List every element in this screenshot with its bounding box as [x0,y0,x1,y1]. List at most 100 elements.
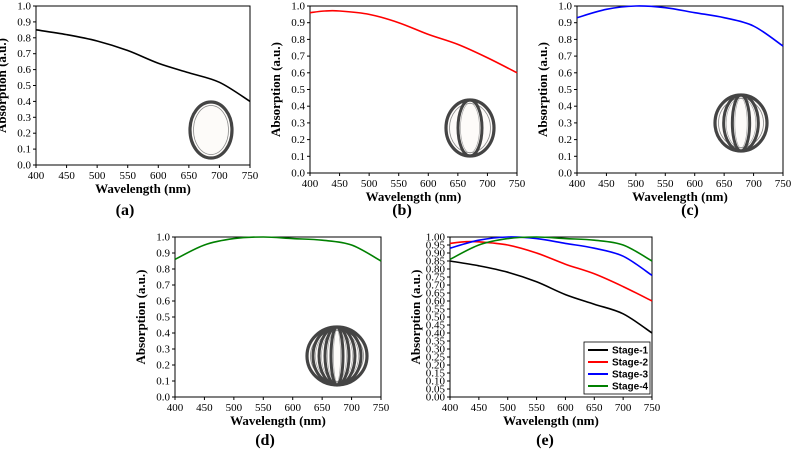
y-tick-label: 0.8 [291,34,305,46]
x-axis-label: Wavelength (nm) [503,413,599,428]
y-tick-label: 0.1 [291,151,305,163]
x-tick-label: 600 [557,402,574,414]
y-tick-label: 0.2 [17,128,31,140]
y-tick-label: 0.9 [156,248,170,260]
y-tick-label: 0.50 [426,312,446,324]
x-tick-label: 750 [373,402,390,414]
inset-ring-illustration [188,100,234,160]
y-tick-label: 1.00 [426,232,446,244]
y-axis-label: Absorption (a.u.) [535,42,550,137]
y-tick-label: 0.85 [426,256,446,268]
inner-ring [456,98,484,158]
y-tick-label: 0.9 [291,17,305,29]
y-tick-label: 0.70 [426,280,446,292]
x-tick-label: 450 [598,178,615,190]
x-tick-label: 700 [211,170,228,182]
y-tick-label: 1.0 [291,1,305,13]
x-tick-label: 450 [58,170,75,182]
x-tick-label: 750 [242,170,259,182]
y-tick-label: 0.7 [558,51,572,63]
outer-ring-edge [449,103,491,153]
outer-ring-edge [718,98,764,148]
y-tick-label: 0.3 [17,112,31,124]
y-tick-label: 0.6 [558,67,572,79]
y-tick-label: 0.60 [426,296,446,308]
y-tick-label: 0.9 [558,17,572,29]
x-tick-label: 700 [479,178,496,190]
x-tick-label: 400 [569,178,586,190]
outer-ring [444,98,496,158]
y-axis-label: Absorption (a.u.) [0,38,9,133]
panel-label: (d) [255,432,275,449]
inner-ring [329,325,345,387]
y-tick-label: 0.5 [156,312,170,324]
legend-label: Stage-3 [612,370,649,381]
x-tick-label: 600 [284,402,301,414]
x-tick-label: 500 [628,178,645,190]
panel-e: 0.000.050.100.150.200.250.300.350.400.45… [408,232,661,450]
y-tick-label: 0.1 [17,144,31,156]
x-tick-label: 650 [181,170,198,182]
panel-c: 0.0 0.1 0.2 0.3 0.4 0.5 0.6 0.7 0.8 0.9 1.0 400 450 5… [535,1,792,220]
series-line-stage-1 [449,260,653,334]
y-tick-label: 0.3 [291,117,305,129]
y-tick-label: 0.2 [156,360,170,372]
y-tick-label: 1.0 [558,1,572,13]
series-line-stage-3 [576,5,784,47]
x-tick-label: 400 [302,178,319,190]
y-tick-label: 0.4 [156,328,170,340]
x-tick-label: 450 [471,402,488,414]
x-tick-label: 650 [450,178,467,190]
panel-label: (a) [116,202,135,219]
y-tick-label: 0.4 [558,101,572,113]
outer-ring-edge [310,330,364,382]
x-tick-label: 750 [775,178,792,190]
y-tick-label: 0.7 [291,51,305,63]
legend-label: Stage-1 [612,346,649,357]
y-tick-label: 0.75 [426,272,446,284]
y-axis-label: Absorption (a.u.) [268,42,283,137]
x-tick-label: 400 [442,402,459,414]
y-axis-label: Absorption (a.u.) [408,270,423,365]
panel-b: 0.0 0.1 0.2 0.3 0.4 0.5 0.6 0.7 0.8 0.9 1.0 400 450 5… [268,1,526,220]
series-line-stage-2 [449,240,653,302]
series-line-stage-4 [174,236,382,262]
y-tick-label: 0.6 [17,64,31,76]
y-tick-label: 0.5 [291,84,305,96]
inner-ring-edge [734,97,748,149]
x-tick-label: 700 [745,178,762,190]
x-tick-label: 650 [716,178,733,190]
x-tick-label: 700 [343,402,360,414]
x-tick-label: 650 [586,402,603,414]
x-tick-label: 700 [615,402,632,414]
y-tick-label: 0.8 [156,264,170,276]
inner-ring-edge [460,102,480,154]
y-tick-label: 0.6 [156,296,170,308]
y-tick-label: 0.45 [426,320,446,332]
y-tick-label: 0.00 [426,392,446,404]
y-tick-label: 0.0 [291,168,305,180]
panel-label: (c) [681,202,699,219]
y-tick-label: 0.80 [426,264,446,276]
x-axis-label: Wavelength (nm) [366,189,462,204]
x-tick-label: 500 [226,402,243,414]
x-tick-label: 550 [528,402,545,414]
y-tick-label: 0.0 [17,160,31,172]
y-tick-label: 0.1 [156,376,170,388]
outer-ring [188,100,234,160]
y-tick-label: 0.1 [558,151,572,163]
y-tick-label: 0.3 [156,344,170,356]
y-tick-label: 0.90 [426,248,446,260]
y-tick-label: 0.9 [17,16,31,28]
x-tick-label: 550 [255,402,272,414]
series-line-stage-3 [449,236,653,277]
inner-ring-edge [333,329,341,383]
y-axis-label: Absorption (a.u.) [133,270,148,365]
inset-ring-illustration [305,325,369,387]
x-tick-label: 450 [196,402,213,414]
panel-d: 0.0 0.1 0.2 0.3 0.4 0.5 0.6 0.7 0.8 0.9 1.0 400 450 5… [133,232,390,450]
y-tick-label: 0.30 [426,344,446,356]
y-tick-label: 0.7 [156,280,170,292]
